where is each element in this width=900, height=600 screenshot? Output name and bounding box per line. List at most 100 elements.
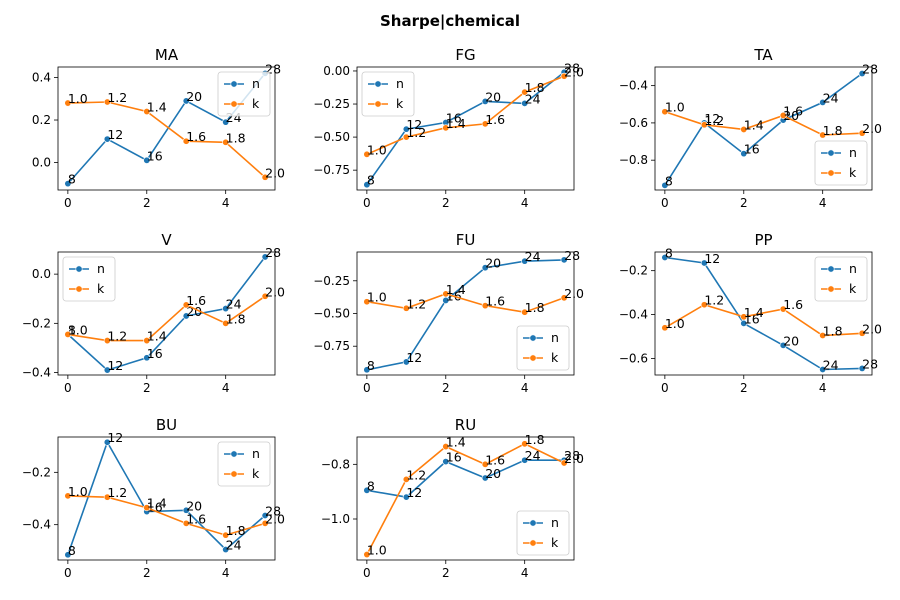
x-tick-label: 4	[222, 196, 230, 210]
point-label-n: 8	[367, 173, 375, 188]
point-label-n: 12	[406, 117, 422, 132]
point-label-n: 24	[525, 249, 541, 264]
legend-label-n: n	[97, 261, 105, 276]
point-k	[661, 324, 669, 332]
point-k	[779, 305, 787, 313]
point-n	[261, 512, 269, 520]
point-label-k: 1.8	[525, 80, 545, 95]
point-label-k: 1.6	[186, 293, 206, 308]
point-label-n: 16	[147, 148, 163, 163]
legend-marker-n	[529, 519, 537, 527]
legend-label-n: n	[551, 515, 559, 530]
point-label-n: 8	[665, 173, 673, 188]
point-n	[521, 99, 529, 107]
y-tick-label: 0.2	[32, 113, 51, 127]
legend: nk	[62, 256, 116, 302]
legend-label-n: n	[849, 145, 857, 160]
point-label-k: 1.4	[446, 282, 466, 297]
point-n	[442, 458, 450, 466]
point-n	[481, 264, 489, 272]
legend-marker-k	[827, 285, 835, 293]
x-tick-label: 4	[222, 566, 230, 580]
point-k	[222, 531, 230, 539]
point-label-n: 8	[68, 172, 76, 187]
point-label-k: 1.2	[406, 125, 426, 140]
legend-box	[814, 256, 868, 302]
point-n	[521, 456, 529, 464]
series-line-n	[664, 72, 863, 186]
subplot-title: FG	[455, 46, 475, 64]
point-label-n: 24	[823, 90, 839, 105]
point-label-k: 1.8	[823, 323, 843, 338]
legend-marker-k	[529, 354, 537, 362]
point-label-k: 1.0	[665, 100, 685, 115]
legend-label-k: k	[252, 466, 260, 481]
point-label-k: 1.8	[525, 432, 545, 447]
point-k	[363, 551, 371, 559]
point-label-k: 1.2	[406, 296, 426, 311]
point-label-n: 28	[564, 60, 580, 75]
point-n	[402, 493, 410, 501]
point-label-k: 1.0	[68, 91, 88, 106]
point-k	[103, 98, 111, 106]
point-n	[740, 150, 748, 158]
point-k	[442, 124, 450, 132]
point-n	[363, 366, 371, 374]
legend-marker-n	[230, 80, 238, 88]
y-tick-label: −0.25	[313, 274, 350, 288]
point-label-k: 1.2	[107, 329, 127, 344]
y-tick-label: −1.0	[321, 512, 350, 526]
point-n	[182, 312, 190, 320]
point-k	[481, 120, 489, 128]
x-tick-label: 0	[363, 566, 371, 580]
legend-marker-n	[529, 334, 537, 342]
point-n	[661, 253, 669, 261]
point-k	[560, 72, 568, 80]
point-label-k: 1.6	[783, 297, 803, 312]
x-tick-label: 2	[442, 196, 450, 210]
point-label-k: 1.2	[107, 90, 127, 105]
point-label-n: 28	[564, 248, 580, 263]
point-k	[481, 460, 489, 468]
point-label-n: 20	[186, 498, 202, 513]
point-k	[182, 301, 190, 309]
point-label-n: 28	[265, 504, 281, 519]
point-n	[64, 180, 72, 188]
point-label-n: 20	[485, 89, 501, 104]
point-n	[819, 98, 827, 106]
legend-label-n: n	[551, 330, 559, 345]
point-label-n: 8	[367, 358, 375, 373]
y-tick-label: −0.75	[313, 339, 350, 353]
x-tick-label: 0	[363, 381, 371, 395]
axes-frame	[57, 66, 276, 191]
point-label-k: 1.6	[186, 511, 206, 526]
point-k	[819, 331, 827, 339]
legend-label-n: n	[252, 446, 260, 461]
series-line-k	[664, 303, 863, 337]
subplot-title: TA	[753, 46, 773, 64]
y-tick-label: −0.8	[619, 153, 648, 167]
y-tick-label: −0.2	[22, 465, 51, 479]
point-n	[182, 506, 190, 514]
x-tick-label: 4	[521, 196, 529, 210]
axes-frame	[57, 251, 276, 376]
subplot-title: RU	[455, 416, 476, 434]
point-k	[740, 125, 748, 133]
y-tick-label: −0.4	[619, 79, 648, 93]
y-tick-label: −0.6	[619, 116, 648, 130]
point-label-k: 1.2	[107, 485, 127, 500]
series-line-k	[67, 295, 266, 342]
point-label-n: 20	[485, 466, 501, 481]
point-k	[858, 129, 866, 137]
point-label-k: 1.2	[704, 113, 724, 128]
point-label-n: 20	[485, 256, 501, 271]
point-k	[560, 294, 568, 302]
legend-box	[516, 325, 570, 371]
point-k	[261, 292, 269, 300]
y-tick-label: −0.50	[313, 307, 350, 321]
legend-marker-n	[230, 450, 238, 458]
point-k	[560, 459, 568, 467]
axes-frame	[57, 436, 276, 561]
